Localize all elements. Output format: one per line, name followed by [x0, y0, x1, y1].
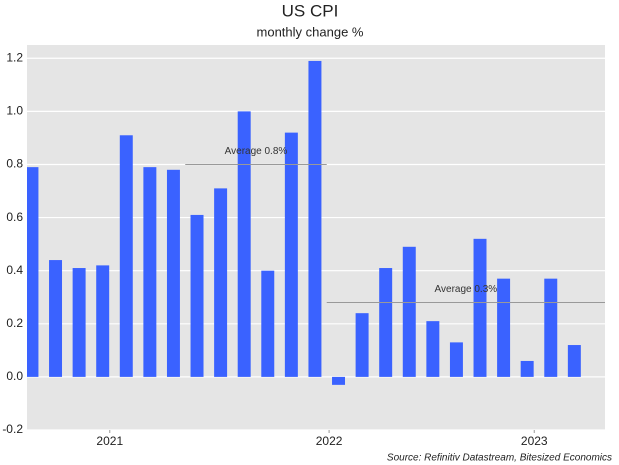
average-label: Average 0.3% [435, 284, 498, 295]
y-tick-label: 1.0 [6, 104, 23, 118]
bar [237, 111, 251, 377]
x-tick-label: 2023 [521, 434, 548, 448]
bar [96, 265, 110, 377]
y-tick-label: 0.4 [6, 263, 23, 277]
chart-subtitle: monthly change % [257, 24, 364, 39]
bar [497, 278, 511, 377]
bar [308, 60, 322, 377]
bar [284, 132, 298, 377]
bar [27, 167, 39, 377]
x-tick-label: 2022 [316, 434, 343, 448]
y-tick-label: 0.6 [6, 210, 23, 224]
bar [166, 169, 180, 377]
bar [214, 188, 228, 377]
bar [261, 270, 275, 377]
bar [332, 376, 346, 385]
y-tick-label: -0.2 [2, 422, 23, 436]
bar [402, 246, 416, 377]
bar [426, 321, 440, 377]
y-tick-label: 1.2 [6, 50, 23, 64]
bar [49, 260, 63, 377]
y-tick-label: 0.2 [6, 316, 23, 330]
bar [520, 360, 534, 377]
bar [119, 135, 133, 377]
bar [379, 268, 393, 377]
bar [190, 214, 204, 377]
bar [355, 313, 369, 377]
x-tick-label: 2021 [96, 434, 123, 448]
chart-title: US CPI [282, 1, 339, 20]
bar [567, 345, 581, 377]
bar [473, 238, 487, 377]
y-tick-label: 0.8 [6, 157, 23, 171]
bar [544, 278, 558, 377]
bar [449, 342, 463, 377]
y-tick-label: 0.0 [6, 369, 23, 383]
bar [72, 268, 86, 377]
bar [143, 167, 157, 377]
source-note: Source: Refinitiv Datastream, Bitesized … [387, 453, 612, 464]
average-label: Average 0.8% [225, 146, 288, 157]
